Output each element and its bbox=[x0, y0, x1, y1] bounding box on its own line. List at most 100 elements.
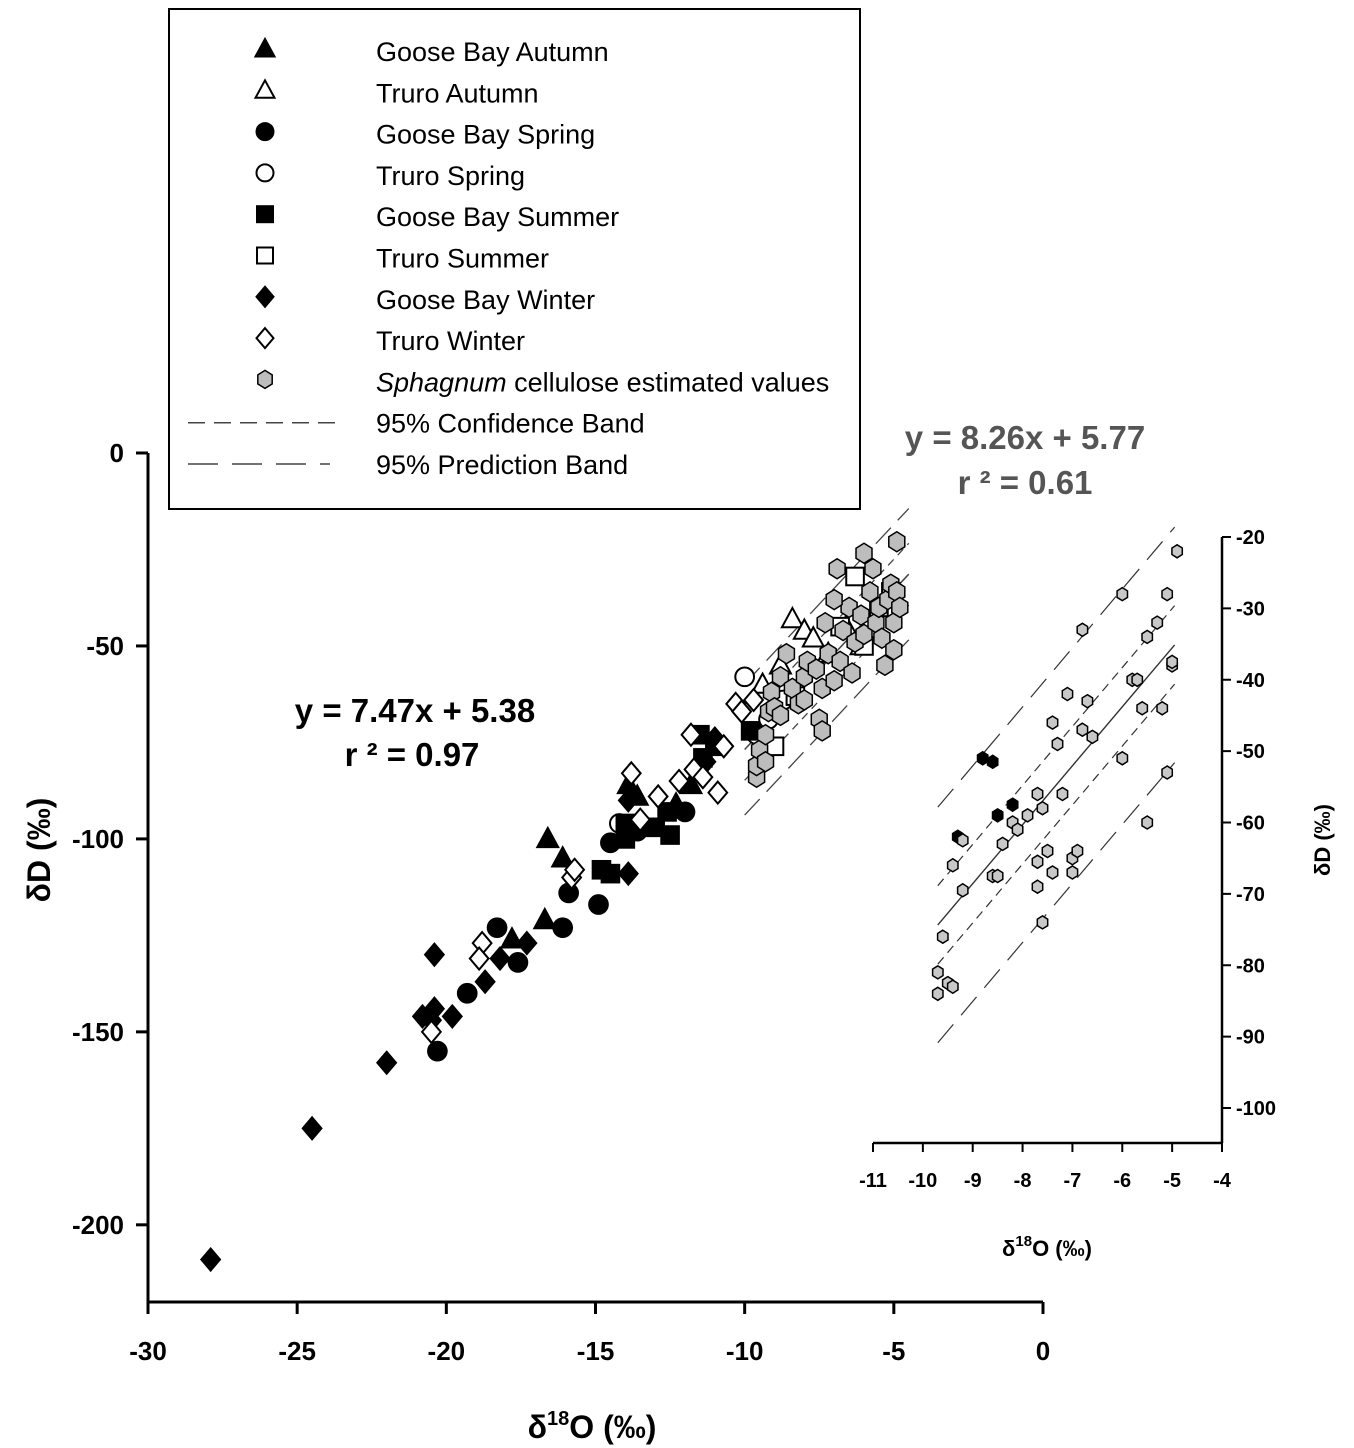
main-x-tick-label: -25 bbox=[278, 1336, 316, 1366]
main-y-tick-label: -150 bbox=[72, 1017, 124, 1047]
main-data-point bbox=[620, 760, 642, 786]
main-data-point bbox=[816, 611, 834, 634]
inset-x-ticks: -11 -10 -9 -8 -7 -6 -5 -4 bbox=[859, 1143, 1232, 1192]
legend-swatch bbox=[255, 163, 275, 183]
inset-data-point bbox=[1041, 843, 1054, 859]
inset-chart: -11 -10 -9 -8 -7 -6 -5 -4 -20 -30 -40 -50 -60 -70 -80… bbox=[859, 419, 1335, 1261]
inset-scatter-points bbox=[931, 543, 1184, 1002]
inset-band-line bbox=[937, 683, 1176, 965]
inset-data-point bbox=[1156, 700, 1169, 716]
inset-data-point bbox=[1011, 822, 1024, 837]
inset-data-point bbox=[986, 754, 999, 770]
inset-band-line bbox=[937, 526, 1176, 808]
inset-x-tick-label: -5 bbox=[1163, 1170, 1181, 1192]
main-data-point bbox=[704, 726, 726, 752]
main-data-point bbox=[834, 619, 852, 642]
main-data-point bbox=[615, 813, 636, 834]
inset-y-tick-label: -40 bbox=[1236, 670, 1265, 692]
main-data-point bbox=[888, 530, 906, 553]
main-data-point bbox=[629, 807, 651, 833]
main-data-point bbox=[825, 669, 843, 692]
main-data-point bbox=[674, 801, 696, 823]
main-data-point bbox=[813, 720, 831, 742]
inset-x-tick-label: -11 bbox=[859, 1170, 887, 1192]
inset-y-tick-label: -80 bbox=[1236, 955, 1265, 977]
inset-x-tick-label: -4 bbox=[1213, 1170, 1232, 1192]
inset-data-point bbox=[956, 882, 969, 898]
inset-x-axis-title: δ18O (‰) bbox=[1002, 1233, 1092, 1261]
inset-band-line bbox=[937, 762, 1176, 1044]
inset-data-point bbox=[1116, 586, 1129, 602]
main-equation: y = 7.47x + 5.38 bbox=[295, 692, 535, 729]
main-data-point bbox=[376, 1050, 398, 1076]
main-data-point bbox=[740, 721, 761, 741]
inset-data-point bbox=[991, 868, 1004, 884]
inset-data-point bbox=[1081, 693, 1094, 709]
main-data-point bbox=[660, 825, 680, 845]
inset-data-point bbox=[1066, 865, 1079, 880]
main-data-point bbox=[692, 764, 714, 790]
inset-x-tick-label: -7 bbox=[1064, 1170, 1082, 1192]
inset-data-point bbox=[976, 750, 989, 766]
inset-data-point bbox=[931, 965, 944, 980]
legend-swatch bbox=[253, 36, 277, 58]
main-y-tick-label: -50 bbox=[86, 631, 124, 661]
legend-label: 95% Confidence Band bbox=[376, 409, 645, 439]
main-data-point bbox=[552, 917, 574, 939]
main-data-point bbox=[486, 917, 508, 939]
main-data-point bbox=[474, 969, 496, 995]
main-data-point bbox=[420, 1019, 443, 1045]
inset-data-point bbox=[936, 929, 949, 945]
legend-swatch bbox=[255, 285, 275, 309]
legend-swatch bbox=[255, 326, 275, 350]
inset-data-point bbox=[1161, 765, 1174, 780]
legend-items: Goose Bay Autumn Truro Autumn Goose Bay Sp… bbox=[188, 36, 829, 480]
main-data-point bbox=[516, 930, 538, 956]
inset-data-point bbox=[946, 857, 959, 873]
inset-y-tick-label: -20 bbox=[1236, 527, 1265, 549]
legend-swatch bbox=[253, 78, 277, 99]
inset-data-point bbox=[956, 832, 969, 848]
inset-y-tick-label: -100 bbox=[1236, 1098, 1276, 1120]
inset-y-tick-label: -50 bbox=[1236, 741, 1265, 763]
main-x-ticks: -30 -25 -20 -15 -10 -5 0 bbox=[129, 1302, 1050, 1366]
main-data-point bbox=[563, 857, 586, 883]
main-data-point bbox=[734, 666, 756, 688]
legend-swatch bbox=[255, 122, 275, 142]
main-data-point bbox=[843, 662, 861, 684]
legend-box bbox=[168, 8, 861, 510]
main-data-point bbox=[771, 665, 790, 688]
legend-label: Goose Bay Spring bbox=[376, 120, 595, 150]
main-data-point bbox=[617, 861, 639, 887]
inset-x-tick-label: -10 bbox=[908, 1170, 937, 1192]
main-y-tick-label: 0 bbox=[110, 438, 124, 468]
main-scatter-points bbox=[199, 530, 909, 1273]
inset-data-point bbox=[1076, 722, 1089, 738]
main-data-point bbox=[707, 780, 729, 806]
main-data-point bbox=[825, 588, 843, 611]
inset-data-point bbox=[931, 986, 944, 1002]
legend-label: Truro Autumn bbox=[376, 78, 539, 108]
main-data-point bbox=[441, 1003, 463, 1029]
main-band-line bbox=[744, 508, 910, 685]
inset-y-tick-label: -90 bbox=[1236, 1027, 1265, 1049]
inset-data-point bbox=[1131, 672, 1144, 688]
main-x-tick-label: -10 bbox=[726, 1336, 764, 1366]
main-data-point bbox=[855, 542, 873, 565]
inset-y-tick-label: -70 bbox=[1236, 884, 1265, 906]
inset-data-point bbox=[1151, 615, 1164, 630]
main-data-point bbox=[885, 611, 903, 634]
main-data-point bbox=[771, 704, 790, 727]
main-data-point bbox=[891, 596, 909, 619]
main-data-point bbox=[427, 1040, 448, 1062]
inset-y-ticks: -20 -30 -40 -50 -60 -70 -80 -90 -100 bbox=[1222, 527, 1276, 1120]
inset-y-tick-label: -30 bbox=[1236, 598, 1265, 620]
main-data-point bbox=[731, 699, 753, 725]
main-data-point bbox=[532, 906, 557, 930]
main-data-point bbox=[423, 996, 446, 1022]
inset-data-point bbox=[1136, 700, 1149, 716]
inset-data-point bbox=[946, 979, 959, 995]
inset-x-tick-label: -8 bbox=[1014, 1170, 1032, 1192]
inset-r-squared: r ² = 0.61 bbox=[958, 464, 1093, 501]
main-x-tick-label: -5 bbox=[882, 1336, 905, 1366]
